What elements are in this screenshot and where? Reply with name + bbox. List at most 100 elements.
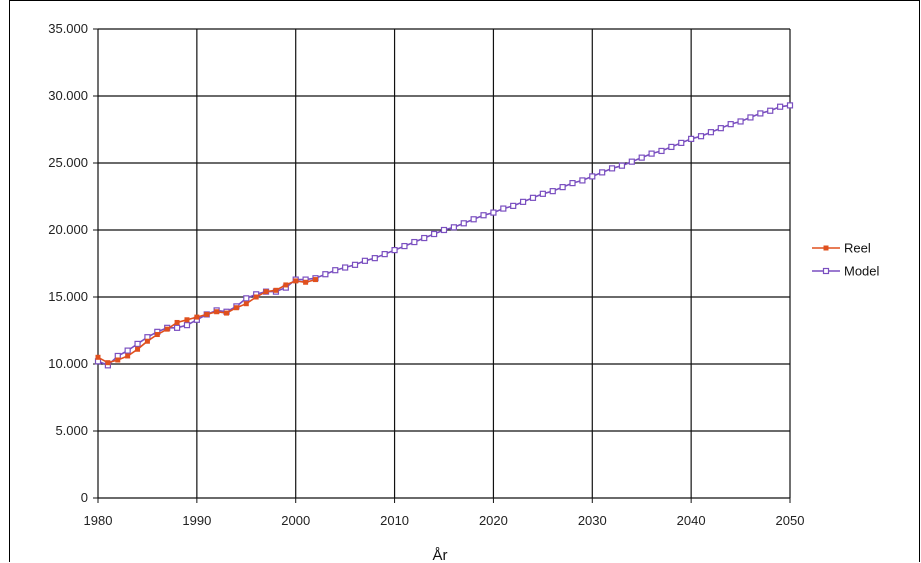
y-tick-label: 35.000 [48,21,88,36]
data-point-model [559,184,566,191]
data-point-model [707,129,715,136]
data-point-model [411,238,418,246]
data-point-model [391,247,398,254]
data-point-reel [283,282,289,288]
data-point-reel [303,279,309,285]
data-point-reel [194,314,200,320]
x-tick-label: 2010 [380,513,409,528]
data-point-model [470,216,477,223]
y-tick-label: 0 [81,490,88,505]
data-point-model [628,158,635,165]
data-point-model [767,107,774,114]
x-tick-label: 2050 [776,513,805,528]
grid-lines [98,28,791,498]
x-tick-label: 2040 [677,513,706,528]
y-tick-label: 20.000 [48,222,88,237]
x-tick-label: 2020 [479,513,508,528]
data-point-reel [105,360,111,366]
data-point-reel [253,294,259,300]
data-point-model [332,267,339,274]
data-point-model [342,264,349,271]
data-point-model [243,295,250,302]
data-point-model [786,102,794,109]
data-point-model [361,257,369,264]
data-point-reel [115,357,121,363]
data-point-model [431,230,438,238]
data-point-model [322,271,329,278]
data-point-reel [243,301,249,307]
series-layer [94,102,794,369]
data-point-model [401,242,408,250]
data-point-model [519,198,527,205]
data-point-model [727,121,734,128]
data-point-model [589,173,596,180]
chart-frame [9,0,920,562]
y-tick-label: 25.000 [48,155,88,170]
legend-marker-model [822,267,830,275]
data-point-reel [184,317,190,323]
data-point-model [648,150,655,157]
data-point-model [381,251,388,258]
series-line-model [97,104,791,367]
y-tick-label: 10.000 [48,356,88,371]
data-point-reel [125,353,131,359]
series-model [94,102,794,369]
data-point-reel [293,278,299,284]
data-point-model [500,205,507,212]
data-point-reel [214,309,220,315]
data-point-model [510,202,517,209]
data-point-model [678,139,685,146]
y-tick-label: 15.000 [48,289,88,304]
data-point-reel [164,326,170,332]
x-tick-label: 1990 [182,513,211,528]
legend-marker-reel [823,245,829,251]
data-point-model [529,194,537,201]
data-point-model [747,114,754,121]
series-reel [95,277,318,366]
data-point-model [539,190,546,197]
data-point-model [490,209,497,216]
data-point-model [618,162,626,169]
data-point-model [124,347,131,354]
data-point-model [697,133,705,140]
data-point-reel [95,354,101,360]
data-point-reel [174,319,180,325]
data-point-model [658,147,665,155]
data-point-reel [135,346,141,352]
data-point-model [717,125,724,132]
data-point-model [450,224,457,231]
y-tick-label: 5.000 [55,423,88,438]
data-point-model [599,169,606,176]
data-point-model [371,255,378,262]
axes [93,28,791,503]
data-point-reel [312,277,318,283]
data-point-model [440,226,448,234]
legend-label-model: Model [844,264,880,279]
x-tick-label: 2000 [281,513,310,528]
legend: Reel Model [812,241,880,279]
data-point-reel [273,287,279,293]
data-point-model [688,135,695,142]
data-point-reel [263,289,269,295]
data-point-model [638,154,645,161]
data-point-model [351,261,359,268]
x-tick-label: 1980 [84,513,113,528]
tick-labels: 0 5.000 10.000 15.000 20.000 25.000 30.000 35.0… [48,21,804,528]
data-point-model [737,118,744,125]
data-point-reel [154,332,160,338]
data-point-model [608,165,616,172]
data-point-reel [204,311,210,317]
data-point-model [668,143,675,151]
data-point-model [183,322,191,329]
data-point-model [579,177,586,184]
data-point-model [757,110,764,117]
data-point-reel [224,310,230,316]
data-point-model [460,220,467,227]
data-point-model [569,180,576,187]
data-point-reel [233,305,239,311]
x-tick-label: 2030 [578,513,607,528]
data-point-model [421,234,428,242]
data-point-model [134,340,141,347]
data-point-model [549,188,556,195]
